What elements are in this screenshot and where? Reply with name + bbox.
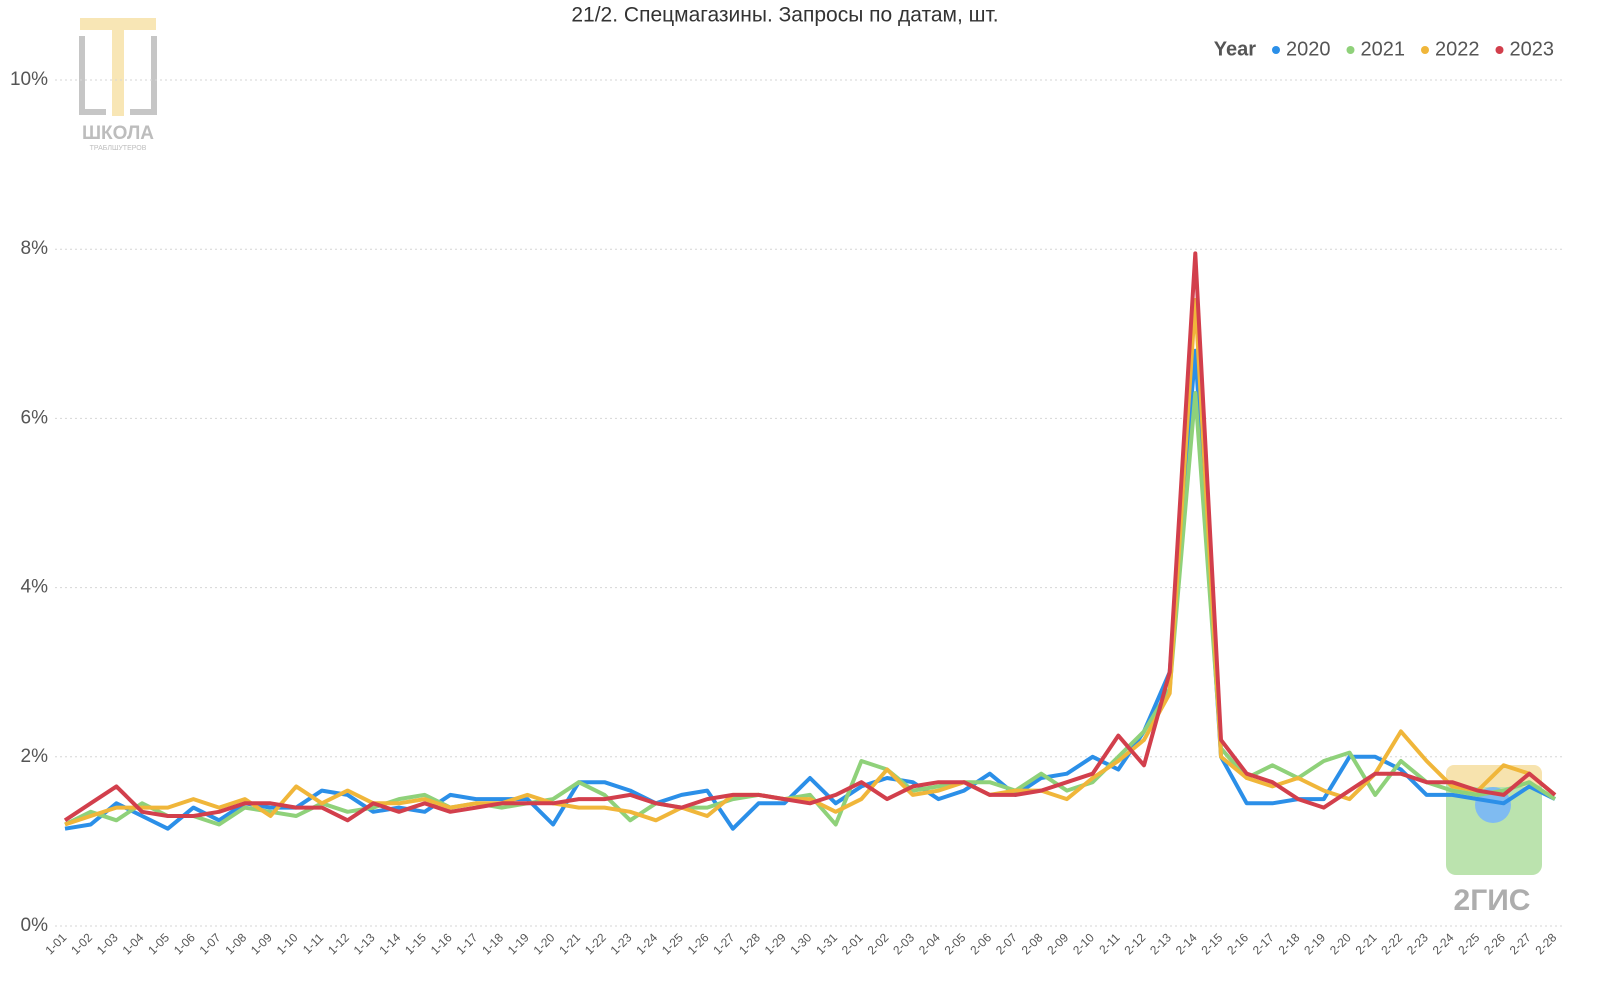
x-tick-label: 1-11	[300, 930, 326, 956]
x-tick-label: 2-25	[1455, 930, 1482, 957]
x-tick-label: 2-20	[1327, 930, 1354, 957]
chart-title: 21/2. Спецмагазины. Запросы по датам, шт…	[571, 4, 998, 27]
y-tick-label: 4%	[21, 577, 49, 598]
x-tick-label: 2-06	[967, 930, 994, 957]
x-tick-label: 1-27	[710, 930, 737, 957]
logo-shape	[112, 18, 124, 116]
x-tick-label: 1-20	[531, 930, 558, 957]
x-tick-label: 2-07	[993, 930, 1020, 957]
x-tick-label: 1-26	[685, 930, 712, 957]
x-tick-label: 2-13	[1147, 930, 1174, 957]
x-tick-label: 2-24	[1430, 930, 1457, 957]
x-tick-label: 2-11	[1096, 930, 1122, 956]
y-tick-label: 0%	[21, 915, 49, 936]
x-tick-label: 2-01	[839, 930, 866, 957]
x-tick-label: 2-02	[865, 930, 892, 957]
x-tick-label: 1-08	[222, 930, 249, 957]
series-line	[63, 251, 1557, 823]
x-tick-label: 1-28	[736, 930, 763, 957]
x-tick-label: 1-06	[171, 930, 198, 957]
x-tick-label: 1-31	[813, 930, 840, 957]
x-tick-label: 2-26	[1481, 930, 1508, 957]
x-tick-label: 2-15	[1199, 930, 1226, 957]
x-tick-label: 1-10	[274, 930, 301, 957]
x-tick-label: 2-19	[1301, 930, 1328, 957]
x-tick-label: 1-19	[505, 930, 532, 957]
x-tick-label: 2-16	[1224, 930, 1251, 957]
y-tick-label: 8%	[21, 238, 49, 259]
x-tick-label: 2-22	[1378, 930, 1405, 957]
x-tick-label: 2-04	[916, 930, 943, 957]
legend: Year 2020 2021 2022 2023	[1214, 38, 1554, 60]
x-tick-label: 1-22	[582, 930, 609, 957]
legend-marker	[1421, 46, 1429, 54]
x-tick-label: 1-15	[402, 930, 429, 957]
school-logo: ШКОЛА ТРАБЛШУТЕРОВ	[79, 18, 157, 152]
x-tick-label: 1-09	[248, 930, 275, 957]
x-tick-label: 1-23	[608, 930, 635, 957]
legend-marker	[1272, 46, 1280, 54]
x-tick-label: 2-12	[1121, 930, 1148, 957]
logo-text: 2ГИС	[1454, 884, 1531, 917]
y-tick-label: 2%	[21, 746, 49, 767]
x-tick-label: 2-09	[1044, 930, 1071, 957]
x-tick-label: 2-08	[1019, 930, 1046, 957]
x-tick-label: 1-14	[376, 930, 403, 957]
x-tick-label: 1-18	[479, 930, 506, 957]
x-tick-label: 2-21	[1353, 930, 1380, 957]
x-tick-label: 2-27	[1507, 930, 1534, 957]
x-tick-label: 1-04	[120, 930, 147, 957]
x-tick-label: 1-17	[454, 930, 481, 957]
x-tick-label: 1-03	[94, 930, 121, 957]
legend-marker	[1346, 46, 1355, 54]
x-tick-label: 2-18	[1276, 930, 1303, 957]
logo-shape	[79, 36, 157, 115]
x-tick-label: 1-02	[68, 930, 95, 957]
series-line	[64, 298, 1557, 827]
x-tick-label: 2-03	[890, 930, 917, 957]
legend-marker	[1495, 46, 1504, 54]
x-tick-label: 1-24	[633, 930, 660, 957]
x-tick-label: 2-05	[942, 930, 969, 957]
x-tick-label: 2-17	[1250, 930, 1277, 957]
x-tick-label: 2-23	[1404, 930, 1431, 957]
logo-text: ШКОЛА	[82, 123, 154, 144]
x-tick-label: 1-29	[762, 930, 789, 957]
x-tick-label: 2-14	[1173, 930, 1200, 957]
legend-label: 2022	[1435, 38, 1480, 60]
x-tick-label: 2-10	[1070, 930, 1097, 957]
legend-label: 2021	[1361, 38, 1406, 60]
x-tick-label: 1-13	[351, 930, 378, 957]
x-tick-label: 1-21	[556, 930, 583, 957]
x-tick-label: 1-07	[197, 930, 224, 957]
x-tick-label: 1-30	[787, 930, 814, 957]
x-tick-label: 1-16	[428, 930, 455, 957]
x-tick-label: 1-05	[145, 930, 172, 957]
series-line	[64, 391, 1557, 827]
y-tick-label: 6%	[21, 407, 49, 428]
x-tick-label: 1-25	[659, 930, 686, 957]
y-tick-label: 10%	[10, 69, 48, 90]
logo-subtext: ТРАБЛШУТЕРОВ	[90, 145, 147, 152]
legend-label: 2023	[1510, 38, 1555, 60]
legend-title: Year	[1214, 38, 1256, 60]
x-tick-label: 1-12	[325, 930, 352, 957]
x-tick-label: 2-28	[1532, 930, 1559, 957]
legend-label: 2020	[1286, 38, 1331, 60]
